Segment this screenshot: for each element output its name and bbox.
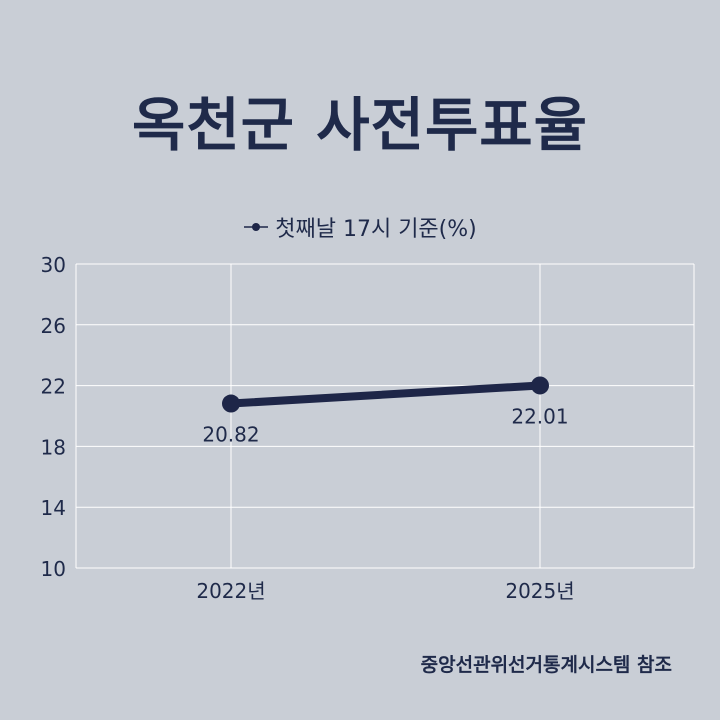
y-tick-label: 10 xyxy=(41,557,66,581)
data-point xyxy=(222,394,240,413)
chart-title: 옥천군 사전투표율 xyxy=(131,91,589,159)
series-line xyxy=(227,381,544,408)
y-tick-label: 30 xyxy=(41,253,66,277)
data-label: 20.82 xyxy=(202,423,259,447)
y-tick-label: 18 xyxy=(41,435,66,459)
source-note: 중앙선관위선거통계시스템 참조 xyxy=(420,654,672,676)
data-point xyxy=(531,376,549,395)
y-tick-label: 26 xyxy=(41,314,66,338)
y-tick-label: 14 xyxy=(41,496,66,520)
legend-label: 첫째날 17시 기준(%) xyxy=(275,217,477,242)
x-tick-label: 2022년 xyxy=(196,579,265,603)
x-tick-label: 2025년 xyxy=(505,579,574,603)
legend: 첫째날 17시 기준(%) xyxy=(0,211,720,243)
y-tick-label: 22 xyxy=(41,375,66,399)
data-label: 22.01 xyxy=(511,404,568,428)
legend-marker-icon xyxy=(243,220,269,234)
